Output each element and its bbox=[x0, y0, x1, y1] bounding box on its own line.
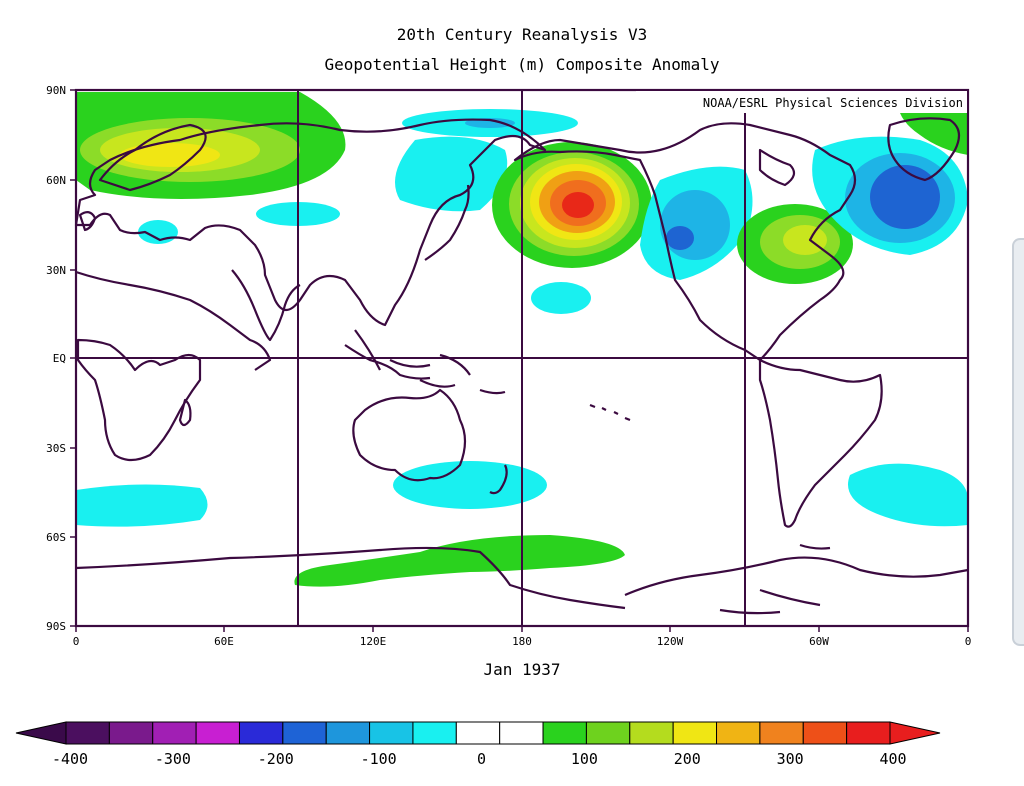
anomaly-westna-core bbox=[660, 190, 730, 260]
colorbar-label: 400 bbox=[879, 750, 906, 768]
anomaly-southern-ocean-positive bbox=[294, 535, 625, 587]
colorbar-swatch bbox=[282, 721, 327, 745]
lon-label-0-west: 0 bbox=[73, 635, 80, 648]
lat-label-90n: 90N bbox=[46, 84, 66, 97]
credit-box bbox=[636, 91, 967, 113]
colorbar-high-arrow bbox=[889, 721, 941, 745]
colorbar-swatch bbox=[846, 721, 891, 745]
colorbar-swatch bbox=[716, 721, 761, 745]
colorbar-swatch bbox=[325, 721, 371, 745]
anomaly-eastasia-negative bbox=[395, 136, 508, 212]
colorbar-label: 100 bbox=[571, 750, 598, 768]
date-label: Jan 1937 bbox=[483, 660, 560, 679]
colorbar-label: 0 bbox=[477, 750, 486, 768]
colorbar-swatch bbox=[542, 721, 587, 745]
anomaly-europe-yellow bbox=[120, 143, 220, 167]
anomaly-atlantic-blue bbox=[870, 165, 940, 229]
anomaly-subtropical-negative bbox=[531, 282, 591, 314]
grid-lines bbox=[76, 90, 968, 626]
colorbar-swatch bbox=[369, 721, 414, 745]
lat-ticks bbox=[70, 89, 76, 627]
anomaly-arctic-positive bbox=[900, 113, 968, 155]
colorbar-label: -400 bbox=[52, 750, 88, 768]
lat-label-60s: 60S bbox=[46, 531, 66, 544]
colorbar-label: -200 bbox=[258, 750, 294, 768]
colorbar-swatch bbox=[629, 721, 674, 745]
lon-label-180: 180 bbox=[512, 635, 532, 648]
lon-label-120w: 120W bbox=[657, 635, 684, 648]
colorbar-swatch bbox=[195, 721, 240, 745]
anomaly-eastna-yellowgreen bbox=[783, 225, 827, 255]
anomaly-australia-negative bbox=[393, 461, 547, 509]
colorbar-swatch bbox=[802, 721, 848, 745]
colorbar-label: -300 bbox=[155, 750, 191, 768]
lon-label-60e: 60E bbox=[214, 635, 234, 648]
colorbar-swatch bbox=[412, 721, 457, 745]
anomaly-south-atlantic-negative-east bbox=[848, 463, 968, 527]
colorbar-swatch bbox=[499, 721, 544, 745]
colorbar-swatch bbox=[65, 721, 110, 745]
colorbar-label: -100 bbox=[361, 750, 397, 768]
lon-label-120e: 120E bbox=[360, 635, 387, 648]
colorbar-label: 300 bbox=[777, 750, 804, 768]
lat-label-eq: EQ bbox=[53, 352, 66, 365]
colorbar-swatch bbox=[672, 721, 718, 745]
colorbar-swatch bbox=[152, 721, 197, 745]
lat-label-30s: 30S bbox=[46, 442, 66, 455]
lat-label-90s: 90S bbox=[46, 620, 66, 633]
colorbar-swatch bbox=[455, 721, 501, 745]
lon-ticks bbox=[75, 626, 969, 632]
anomaly-south-atlantic-negative-west bbox=[76, 484, 208, 527]
colorbar-label: 200 bbox=[674, 750, 701, 768]
colorbar-swatch bbox=[238, 721, 284, 745]
title-line2: Geopotential Height (m) Composite Anomal… bbox=[325, 55, 720, 74]
colorbar-swatch bbox=[585, 721, 631, 745]
coastlines bbox=[74, 117, 969, 615]
credit-text: NOAA/ESRL Physical Sciences Division bbox=[703, 96, 963, 110]
colorbar-swatch bbox=[108, 721, 154, 745]
anomaly-pacific-red bbox=[562, 192, 594, 218]
lat-label-30n: 30N bbox=[46, 264, 66, 277]
colorbar-swatch bbox=[759, 721, 804, 745]
colorbar: -400 -300 -200 -100 0 100 200 300 400 bbox=[15, 721, 941, 768]
side-panel bbox=[1012, 238, 1024, 646]
lon-label-60w: 60W bbox=[809, 635, 829, 648]
lat-label-60n: 60N bbox=[46, 174, 66, 187]
map-area: NOAA/ESRL Physical Sciences Division 90N… bbox=[46, 84, 971, 648]
colorbar-low-arrow bbox=[15, 721, 67, 745]
anomaly-westna-deep bbox=[666, 226, 694, 250]
title-line1: 20th Century Reanalysis V3 bbox=[397, 25, 647, 44]
lon-label-0-east: 0 bbox=[965, 635, 972, 648]
